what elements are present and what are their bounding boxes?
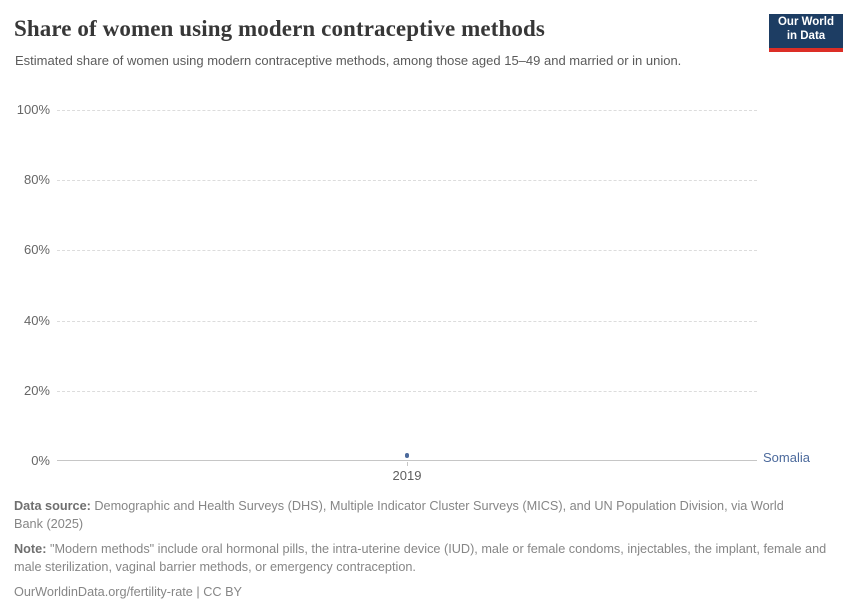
- owid-logo-line1: Our World: [777, 15, 834, 28]
- chart-footer: Data source: Demographic and Health Surv…: [14, 497, 850, 608]
- entity-label-somalia[interactable]: Somalia: [763, 449, 810, 465]
- x-tick-mark-2019: [406, 462, 408, 466]
- y-tick-label-0: 0%: [31, 453, 50, 468]
- footer-datasource: Data source: Demographic and Health Surv…: [14, 497, 804, 533]
- note-prefix-label: Note:: [14, 542, 47, 557]
- footer-canonical-link[interactable]: OurWorldinData.org/fertility-rate: [14, 585, 193, 600]
- footer-separator: |: [192, 585, 204, 600]
- gridline-80: [57, 180, 757, 182]
- gridline-20: [57, 390, 757, 392]
- gridline-40: [57, 320, 757, 322]
- gridline-100: [57, 110, 757, 111]
- owid-logo[interactable]: Our World in Data: [769, 14, 843, 52]
- footer-license-line: OurWorldinData.org/fertility-rate | CC B…: [14, 583, 850, 601]
- gridline-60: [57, 250, 757, 252]
- footer-note: Note: "Modern methods" include oral horm…: [14, 540, 850, 576]
- plot-area: 0% 20% 40% 60% 80% 100% 2019 Somalia: [17, 102, 810, 483]
- y-tick-label-100: 100%: [16, 102, 50, 117]
- datasource-prefix-label: Data source:: [14, 499, 91, 513]
- note-text: "Modern methods" include oral hormonal p…: [14, 542, 827, 575]
- data-point-somalia[interactable]: [404, 453, 410, 458]
- x-axis-baseline: [57, 460, 757, 461]
- y-tick-label-40: 40%: [23, 312, 50, 328]
- datasource-text: Demographic and Health Surveys (DHS), Mu…: [14, 499, 784, 532]
- y-tick-label-80: 80%: [23, 172, 50, 188]
- y-tick-label-20: 20%: [23, 382, 50, 398]
- y-tick-label-60: 60%: [23, 242, 50, 258]
- chart-title: Share of women using modern contraceptiv…: [14, 16, 545, 41]
- footer-license-link[interactable]: CC BY: [203, 585, 242, 600]
- chart-subtitle: Estimated share of women using modern co…: [15, 53, 682, 68]
- owid-logo-line2: in Data: [786, 30, 826, 42]
- x-tick-label-2019: 2019: [392, 468, 422, 483]
